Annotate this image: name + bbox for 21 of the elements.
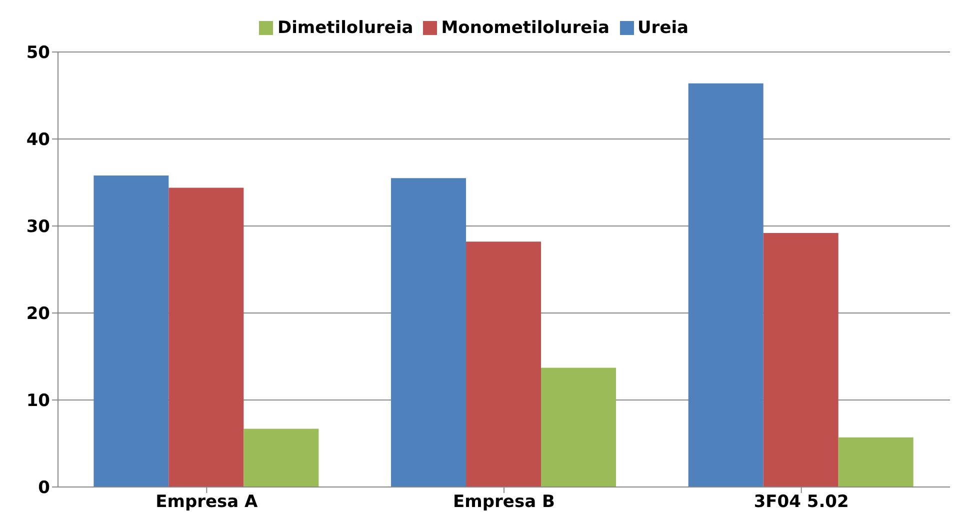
- bar: [168, 188, 244, 487]
- bar: [94, 176, 169, 487]
- bar: [244, 428, 319, 487]
- y-tick-label: 50: [26, 43, 50, 64]
- x-tick-label: 3F04 5.02: [754, 492, 849, 512]
- y-tick-label: 30: [26, 217, 50, 238]
- y-tick-label: 10: [26, 391, 50, 412]
- x-tick-label: Empresa A: [156, 492, 259, 512]
- bar: [763, 232, 838, 487]
- legend-label: Dimetilolureia: [277, 18, 414, 38]
- legend-label: Monometilolureia: [441, 18, 610, 38]
- y-tick-label: 40: [26, 130, 50, 150]
- bar: [838, 437, 914, 487]
- y-tick-label: 0: [38, 478, 50, 498]
- bar: [541, 368, 616, 487]
- bar: [466, 242, 542, 487]
- bar: [391, 178, 466, 487]
- x-tick-label: Empresa B: [453, 492, 555, 512]
- legend-label: Ureia: [638, 18, 689, 38]
- y-tick-label: 20: [26, 304, 50, 324]
- bar: [688, 83, 764, 487]
